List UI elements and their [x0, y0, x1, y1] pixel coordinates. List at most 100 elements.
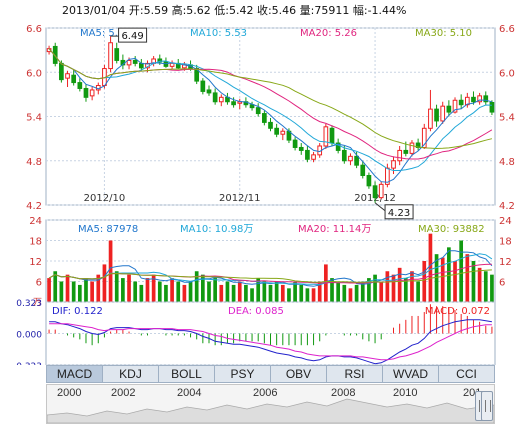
- volume-bar: [465, 254, 470, 302]
- volume-ma-legend: MA5: 87978: [78, 224, 138, 235]
- tab-psy[interactable]: PSY: [215, 366, 271, 382]
- volume-bar: [336, 281, 341, 302]
- candle-body: [212, 92, 218, 103]
- candle-body: [89, 89, 95, 97]
- volume-bar: [403, 278, 408, 302]
- candle-body: [471, 96, 476, 103]
- macd-dif-legend: DIF: 0.122: [52, 306, 103, 317]
- volume-bar: [422, 261, 427, 302]
- volume-bar: [65, 274, 70, 302]
- candle-body: [409, 142, 415, 154]
- candle-body: [108, 42, 113, 70]
- high-marker-label: 6.49: [121, 31, 143, 42]
- volume-bar: [293, 281, 297, 302]
- candle-body: [489, 101, 495, 113]
- candle-body: [348, 155, 353, 162]
- low-marker-leader: [374, 202, 386, 212]
- price-tick-right: 4.8: [499, 157, 515, 168]
- volume-bar: [108, 240, 113, 302]
- volume-bar: [410, 271, 414, 302]
- candle-body: [218, 96, 224, 103]
- volume-tick-right: 24: [499, 216, 512, 227]
- candle-body: [292, 139, 298, 148]
- candle-body: [71, 74, 77, 84]
- timeline-year: 2010: [393, 387, 418, 399]
- volume-bar: [157, 281, 162, 302]
- volume-bar: [145, 278, 150, 302]
- volume-bar: [330, 278, 334, 302]
- volume-bar: [207, 281, 211, 302]
- volume-tick-right: 6: [499, 278, 505, 289]
- candle-body: [262, 113, 267, 123]
- volume-bar: [367, 278, 371, 302]
- candle-body: [434, 108, 439, 122]
- candle-body: [477, 95, 482, 103]
- volume-bar: [102, 264, 107, 302]
- volume-bar: [459, 240, 464, 302]
- candle-body: [428, 108, 433, 129]
- volume-ma5-line: [48, 250, 493, 287]
- candle-body: [200, 80, 206, 92]
- price-tick-left: 6.0: [26, 68, 42, 79]
- volume-bar: [299, 284, 304, 302]
- volume-bar: [490, 274, 494, 302]
- price-tick-left: 5.4: [26, 113, 42, 124]
- volume-bar: [447, 247, 451, 302]
- candle-body: [268, 121, 273, 129]
- volume-bar: [477, 267, 482, 302]
- candle-body: [458, 99, 464, 106]
- volume-tick-left: 12: [29, 257, 42, 268]
- indicator-tab-bar: MACD KDJ BOLL PSY OBV RSI WVAD CCI: [46, 365, 495, 383]
- candle-body: [378, 183, 384, 199]
- candle-body: [360, 164, 366, 177]
- macd-dif-line: [49, 319, 492, 365]
- volume-bar: [121, 278, 125, 302]
- volume-bar: [127, 274, 131, 302]
- candle-body: [280, 130, 286, 135]
- timeline-right-handle[interactable]: [481, 391, 493, 421]
- volume-bar: [176, 281, 181, 302]
- candle-body: [323, 126, 329, 147]
- volume-bar: [133, 281, 138, 302]
- volume-bar: [385, 271, 390, 302]
- volume-bar: [391, 274, 396, 302]
- candle-body: [298, 146, 304, 151]
- volume-bar: [453, 261, 457, 302]
- tab-rsi[interactable]: RSI: [327, 366, 383, 382]
- tab-macd[interactable]: MACD: [47, 366, 103, 382]
- volume-bar: [262, 281, 267, 302]
- candle-body: [366, 175, 372, 187]
- candle-body: [59, 62, 64, 81]
- volume-ma30-line: [48, 269, 492, 283]
- price-ma-legend: MA20: 5.26: [300, 28, 357, 39]
- candle-body: [169, 62, 175, 67]
- volume-bar: [114, 271, 119, 302]
- tab-boll[interactable]: BOLL: [159, 366, 215, 382]
- volume-ma-legend: MA10: 10.98万: [180, 224, 253, 235]
- candle-body: [391, 160, 396, 169]
- volume-bar: [71, 281, 76, 302]
- date-tick-label: 2012/10: [84, 193, 126, 204]
- volume-bar: [287, 288, 291, 302]
- volume-ma-legend: MA20: 11.14万: [298, 224, 371, 235]
- timeline-year: 2004: [177, 387, 202, 399]
- price-ma-legend: MA30: 5.10: [415, 28, 472, 39]
- timeline-navigator[interactable]: 2000 2002 2004 2006 2008 2010 201: [46, 384, 495, 424]
- tab-cci[interactable]: CCI: [456, 367, 477, 381]
- candle-body: [440, 105, 446, 122]
- candle-body: [274, 127, 279, 135]
- price-ma5-line: [48, 48, 493, 183]
- price-tick-left: 4.2: [26, 201, 42, 212]
- tab-wvad[interactable]: WVAD: [383, 366, 439, 382]
- tab-kdj[interactable]: KDJ: [103, 366, 159, 382]
- candle-body: [255, 107, 261, 115]
- volume-bar: [151, 274, 156, 302]
- volume-bar: [237, 281, 242, 302]
- volume-bar: [139, 284, 144, 302]
- tab-obv[interactable]: OBV: [271, 366, 327, 382]
- volume-bar: [373, 274, 377, 302]
- volume-bar: [164, 284, 168, 302]
- volume-bar: [250, 288, 254, 302]
- candle-body: [206, 89, 212, 94]
- candle-body: [65, 73, 70, 79]
